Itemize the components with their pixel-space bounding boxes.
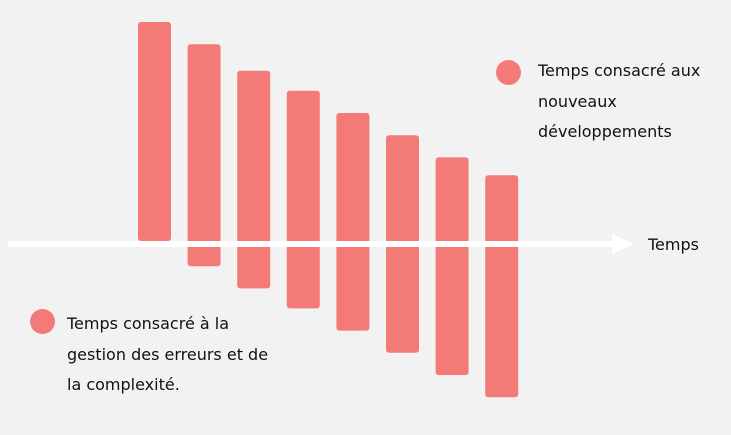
legend-dot-new-development	[496, 60, 521, 85]
legend-new-development: Temps consacré aux nouveaux développemen…	[496, 59, 728, 148]
time-bar-4	[286, 90, 320, 309]
time-bar-8	[485, 175, 519, 398]
legend-label-new-development: Temps consacré aux nouveaux développemen…	[538, 61, 701, 141]
time-bar-7	[435, 157, 469, 375]
time-bars	[138, 22, 519, 398]
time-axis-label: Temps	[648, 235, 699, 254]
legend-label-error-management: Temps consacré à la gestion des erreurs …	[67, 314, 269, 394]
time-axis-arrowhead	[612, 234, 634, 254]
time-bar-5	[336, 113, 370, 331]
time-axis	[8, 234, 634, 254]
time-bar-1	[138, 22, 171, 241]
legend-dot-error-management	[30, 309, 55, 334]
legend-error-management: Temps consacré à la gestion des erreurs …	[30, 309, 277, 401]
time-bar-2	[187, 44, 221, 267]
time-bar-3	[237, 70, 271, 289]
